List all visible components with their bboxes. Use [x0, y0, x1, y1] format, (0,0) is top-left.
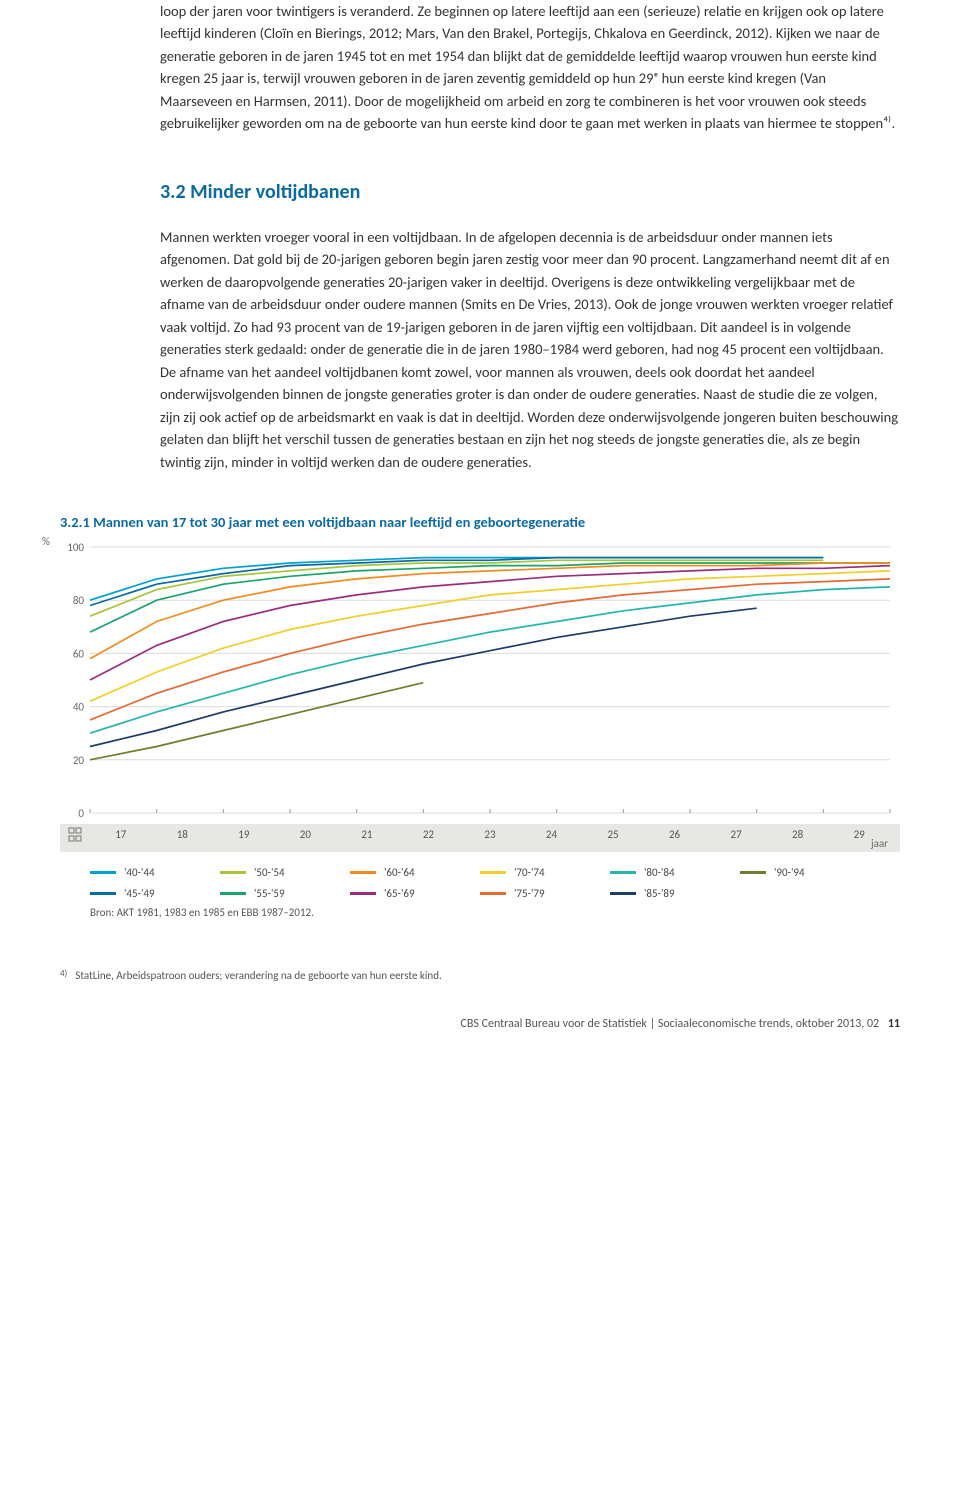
legend-item: '55-'59 — [220, 887, 320, 900]
page-footer: CBS Centraal Bureau voor de Statistiek |… — [60, 1017, 900, 1031]
x-tick-label: 21 — [336, 828, 398, 841]
legend-item: '45-'49 — [90, 887, 190, 900]
legend-swatch — [480, 892, 506, 895]
chart-container: % 020406080100 1718192021222324252627282… — [60, 539, 900, 919]
legend-item: '90-'94 — [740, 866, 840, 879]
legend-item: '80-'84 — [610, 866, 710, 879]
legend-item: '85-'89 — [610, 887, 710, 900]
legend-label: '40-'44 — [124, 866, 155, 879]
legend-label: '55-'59 — [254, 887, 285, 900]
svg-text:80: 80 — [73, 594, 85, 607]
legend-swatch — [350, 892, 376, 895]
legend-swatch — [350, 871, 376, 874]
legend-label: '50-'54 — [254, 866, 285, 879]
svg-text:20: 20 — [73, 754, 85, 767]
x-tick-label: 18 — [152, 828, 214, 841]
legend-swatch — [480, 871, 506, 874]
legend-item: '50-'54 — [220, 866, 320, 879]
legend-item: '70-'74 — [480, 866, 580, 879]
legend-item: '40-'44 — [90, 866, 190, 879]
legend-label: '85-'89 — [644, 887, 675, 900]
x-tick-label: 24 — [521, 828, 583, 841]
legend-swatch — [220, 871, 246, 874]
x-tick-label: 22 — [398, 828, 460, 841]
x-tick-label: 17 — [90, 828, 152, 841]
legend-label: '45-'49 — [124, 887, 155, 900]
x-tick-label: 28 — [767, 828, 829, 841]
legend-swatch — [220, 892, 246, 895]
footnote-text: StatLine, Arbeidspatroon ouders; verande… — [75, 969, 441, 982]
chart-legend: '40-'44 '50-'54 '60-'64 '70-'74 '80-'84 '90-'… — [60, 866, 900, 900]
legend-label: '70-'74 — [514, 866, 545, 879]
x-tick-label: 26 — [644, 828, 706, 841]
x-tick-label: 19 — [213, 828, 275, 841]
x-tick-label: 25 — [582, 828, 644, 841]
footer-text: CBS Centraal Bureau voor de Statistiek |… — [460, 1017, 879, 1031]
legend-label: '60-'64 — [384, 866, 415, 879]
cbs-logo-icon — [68, 826, 88, 849]
footnote-marker: 4) — [60, 968, 67, 981]
page-number: 11 — [888, 1017, 900, 1031]
paragraph-1: loop der jaren voor twintigers is verand… — [160, 0, 900, 135]
legend-label: '80-'84 — [644, 866, 675, 879]
footnote-4: 4) StatLine, Arbeidspatroon ouders; vera… — [60, 969, 900, 982]
x-tick-label: 23 — [459, 828, 521, 841]
chart-source: Bron: AKT 1981, 1983 en 1985 en EBB 1987… — [60, 906, 900, 919]
legend-item: '65-'69 — [350, 887, 450, 900]
legend-label: '75-'79 — [514, 887, 545, 900]
legend-swatch — [610, 871, 636, 874]
legend-swatch — [90, 871, 116, 874]
legend-item: '60-'64 — [350, 866, 450, 879]
x-axis-unit: jaar — [871, 837, 888, 850]
x-axis-strip: 17181920212223242526272829jaar — [60, 824, 900, 852]
svg-text:60: 60 — [73, 647, 85, 660]
x-tick-label: 27 — [705, 828, 767, 841]
svg-text:40: 40 — [73, 701, 85, 714]
legend-item: '75-'79 — [480, 887, 580, 900]
legend-swatch — [90, 892, 116, 895]
legend-label: '65-'69 — [384, 887, 415, 900]
chart-title: 3.2.1 Mannen van 17 tot 30 jaar met een … — [60, 513, 900, 531]
x-tick-label: 20 — [275, 828, 337, 841]
y-axis-unit: % — [42, 535, 50, 548]
legend-swatch — [610, 892, 636, 895]
svg-text:0: 0 — [78, 807, 84, 819]
line-chart: 0 20 40 60 80 100 — [60, 539, 900, 819]
section-heading-3-2: 3.2 Minder voltijdbanen — [160, 180, 900, 204]
legend-swatch — [740, 871, 766, 874]
paragraph-2: Mannen werkten vroeger vooral in een vol… — [160, 226, 900, 473]
legend-label: '90-'94 — [774, 866, 805, 879]
svg-text:100: 100 — [67, 541, 84, 554]
